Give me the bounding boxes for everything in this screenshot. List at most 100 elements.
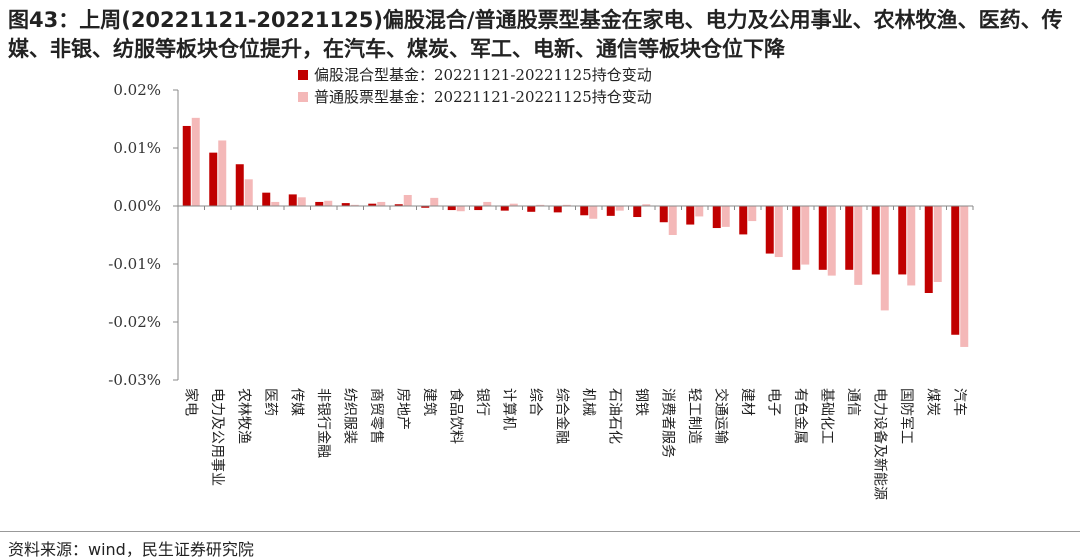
legend-label-series2: 普通股票型基金：20221121-20221125持仓变动 xyxy=(314,88,652,106)
bar-series1 xyxy=(818,206,827,270)
legend-label-series1: 偏股混合型基金：20221121-20221125持仓变动 xyxy=(314,66,652,84)
bar-series2 xyxy=(615,206,624,211)
x-tick-label: 传媒 xyxy=(288,388,304,416)
bar-chart: 偏股混合型基金：20221121-20221125持仓变动 普通股票型基金：20… xyxy=(108,66,974,500)
bar-series1 xyxy=(182,125,191,206)
x-tick-label: 银行 xyxy=(474,388,490,416)
x-tick-label: 机械 xyxy=(580,388,596,416)
x-tick-label: 消费者服务 xyxy=(659,388,675,458)
y-tick-label: -0.01% xyxy=(108,255,161,273)
x-tick-label: 煤炭 xyxy=(924,388,940,416)
bar-series1 xyxy=(871,206,880,275)
bar-series1 xyxy=(262,192,271,206)
bar-series1 xyxy=(686,206,695,225)
bar-series2 xyxy=(907,206,916,286)
x-tick-label: 交通运输 xyxy=(712,388,729,444)
x-tick-label: 通信 xyxy=(845,388,861,416)
x-tick-label: 建材 xyxy=(739,388,755,416)
x-tick-label: 食品饮料 xyxy=(447,388,464,444)
bar-series1 xyxy=(368,203,377,206)
bar-series1 xyxy=(765,206,774,254)
x-tick-label: 非银行金融 xyxy=(315,388,331,458)
bar-series2 xyxy=(456,206,465,212)
bar-series1 xyxy=(447,206,456,211)
bar-series1 xyxy=(394,204,403,206)
bar-series2 xyxy=(483,201,492,206)
bar-series2 xyxy=(721,206,730,227)
bar-series1 xyxy=(633,206,642,218)
bar-series2 xyxy=(218,140,227,206)
bar-series2 xyxy=(774,206,783,258)
y-tick-label: 0.00% xyxy=(113,197,161,215)
bar-series2 xyxy=(960,206,969,347)
y-tick-label: 0.02% xyxy=(113,81,161,99)
bar-series2 xyxy=(350,204,359,206)
legend-swatch-series1 xyxy=(298,70,308,80)
bar-series2 xyxy=(748,206,757,222)
x-tick-label: 电子 xyxy=(765,388,781,416)
legend-swatch-series2 xyxy=(298,92,308,102)
x-tick-label: 综合金融 xyxy=(553,388,569,444)
bar-series2 xyxy=(854,206,863,285)
bar-series1 xyxy=(315,201,324,206)
bar-series2 xyxy=(509,203,518,206)
x-tick-label: 轻工制造 xyxy=(686,388,702,444)
bar-series1 xyxy=(553,206,562,213)
x-tick-label: 电力及公用事业 xyxy=(209,388,225,486)
legend: 偏股混合型基金：20221121-20221125持仓变动 普通股票型基金：20… xyxy=(298,66,652,106)
bar-series2 xyxy=(642,204,651,206)
x-tick-label: 钢铁 xyxy=(633,388,649,416)
y-axis: 0.02% 0.01% 0.00% -0.01% -0.02% -0.03% xyxy=(108,81,179,389)
x-tick-label: 石油石化 xyxy=(606,388,622,444)
x-tick-label: 纺织服装 xyxy=(341,388,357,444)
bar-series1 xyxy=(924,206,933,293)
bar-series2 xyxy=(403,194,412,206)
bar-series1 xyxy=(659,206,668,223)
x-tick-label: 电力设备及新能源 xyxy=(871,388,888,500)
x-tick-label: 房地产 xyxy=(394,388,410,430)
bar-series2 xyxy=(324,200,333,206)
bar-series2 xyxy=(827,206,836,276)
bar-series2 xyxy=(562,204,571,206)
bar-series1 xyxy=(341,203,350,206)
x-tick-label: 国防军工 xyxy=(898,388,914,444)
y-tick-label: -0.03% xyxy=(108,371,161,389)
bar-series1 xyxy=(739,206,748,235)
bar-series1 xyxy=(421,206,430,208)
divider xyxy=(0,531,1080,532)
x-axis: 家电 电力及公用事业 农林牧渔 医药 传媒 非银行金融 纺织服装 商贸零售 房地产 建筑 食品饮料银… xyxy=(177,205,974,500)
bar-series2 xyxy=(801,206,810,265)
bar-series1 xyxy=(606,206,615,216)
bar-series2 xyxy=(271,201,280,206)
x-tick-label: 商贸零售 xyxy=(368,388,384,444)
x-tick-label: 家电 xyxy=(182,388,199,416)
bar-series1 xyxy=(712,206,721,229)
bar-series1 xyxy=(898,206,907,275)
bar-series2 xyxy=(430,197,439,206)
x-tick-label: 农林牧渔 xyxy=(235,388,251,444)
x-tick-label: 综合 xyxy=(527,388,543,416)
bar-series2 xyxy=(297,197,306,206)
bar-series2 xyxy=(244,179,253,206)
bar-series1 xyxy=(792,206,801,270)
bar-series2 xyxy=(668,206,677,235)
figure-title: 图43：上周(20221121-20221125)偏股混合/普通股票型基金在家电… xyxy=(8,8,1063,61)
bar-series2 xyxy=(191,117,200,206)
bar-series2 xyxy=(536,204,545,206)
x-tick-label: 有色金属 xyxy=(792,388,809,444)
bar-series2 xyxy=(695,206,704,217)
bar-series1 xyxy=(209,152,218,206)
bar-series1 xyxy=(474,206,483,211)
x-tick-label: 基础化工 xyxy=(818,388,835,444)
y-tick-label: 0.01% xyxy=(113,139,161,157)
bar-series2 xyxy=(377,201,386,206)
x-tick-label: 医药 xyxy=(262,388,278,416)
bar-series1 xyxy=(527,206,536,212)
x-tick-label: 汽车 xyxy=(951,388,968,416)
bar-series1 xyxy=(235,164,244,206)
bar-series1 xyxy=(951,206,960,335)
bar-series2 xyxy=(589,206,598,219)
bar-series1 xyxy=(845,206,854,270)
x-tick-label: 建筑 xyxy=(421,388,437,416)
bar-series2 xyxy=(880,206,889,311)
